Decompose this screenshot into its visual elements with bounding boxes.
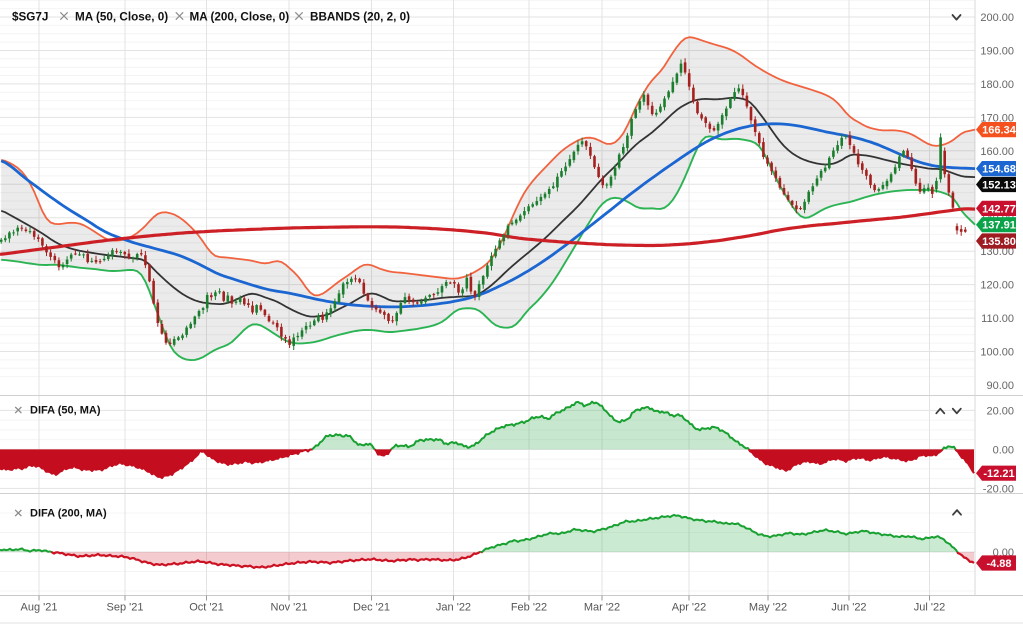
svg-text:Apr '22: Apr '22 — [672, 602, 707, 614]
svg-text:110.00: 110.00 — [981, 313, 1014, 325]
svg-text:Sep '21: Sep '21 — [107, 602, 144, 614]
svg-text:135.80: 135.80 — [982, 236, 1016, 248]
svg-text:-20.00: -20.00 — [983, 483, 1014, 495]
svg-text:Mar '22: Mar '22 — [584, 602, 620, 614]
svg-text:154.68: 154.68 — [982, 164, 1016, 176]
svg-text:-12.21: -12.21 — [983, 468, 1014, 480]
svg-text:BBANDS (20, 2, 0): BBANDS (20, 2, 0) — [310, 11, 410, 24]
svg-text:Jun '22: Jun '22 — [831, 602, 866, 614]
svg-text:Dec '21: Dec '21 — [353, 602, 390, 614]
svg-text:190.00: 190.00 — [980, 46, 1014, 58]
svg-text:Jan '22: Jan '22 — [436, 602, 471, 614]
svg-text:0.00: 0.00 — [993, 444, 1014, 456]
svg-text:Nov '21: Nov '21 — [271, 602, 308, 614]
svg-text:$SG7J: $SG7J — [12, 11, 48, 24]
svg-text:90.00: 90.00 — [986, 380, 1014, 392]
svg-text:180.00: 180.00 — [980, 79, 1014, 91]
svg-text:DIFA (50, MA): DIFA (50, MA) — [30, 405, 101, 417]
svg-text:166.34: 166.34 — [982, 125, 1017, 137]
svg-text:142.77: 142.77 — [982, 203, 1016, 215]
svg-text:120.00: 120.00 — [980, 280, 1014, 292]
svg-text:Jul '22: Jul '22 — [914, 602, 945, 614]
svg-text:100.00: 100.00 — [980, 347, 1014, 359]
svg-text:May '22: May '22 — [749, 602, 787, 614]
svg-text:Feb '22: Feb '22 — [511, 602, 547, 614]
svg-text:130.00: 130.00 — [980, 246, 1014, 258]
svg-text:-4.88: -4.88 — [986, 558, 1011, 570]
svg-text:200.00: 200.00 — [980, 12, 1014, 24]
svg-text:152.13: 152.13 — [982, 180, 1016, 192]
svg-text:20.00: 20.00 — [986, 405, 1014, 417]
svg-text:160.00: 160.00 — [980, 146, 1014, 158]
svg-text:170.00: 170.00 — [980, 112, 1014, 124]
svg-text:MA (200, Close, 0): MA (200, Close, 0) — [190, 11, 290, 24]
svg-text:137.91: 137.91 — [982, 220, 1016, 232]
svg-text:DIFA (200, MA): DIFA (200, MA) — [30, 508, 107, 520]
svg-text:MA (50, Close, 0): MA (50, Close, 0) — [75, 11, 168, 24]
svg-text:Oct '21: Oct '21 — [189, 602, 224, 614]
svg-text:Aug '21: Aug '21 — [21, 602, 58, 614]
